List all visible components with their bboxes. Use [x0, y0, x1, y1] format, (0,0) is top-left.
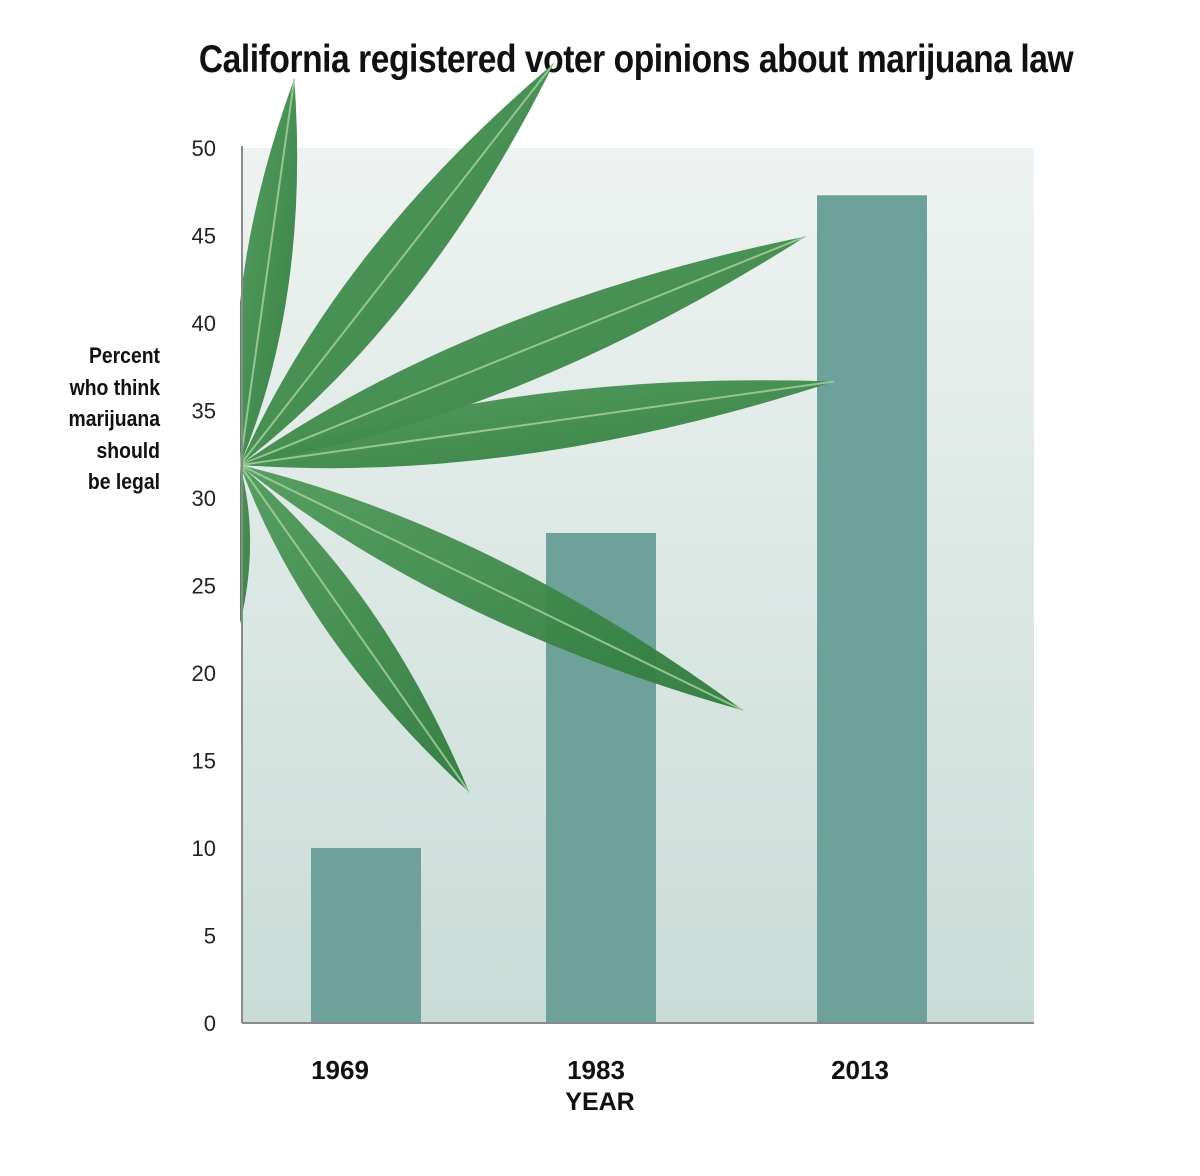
axes-layer — [241, 146, 1034, 1024]
x-category-label: 2013 — [831, 1055, 889, 1085]
y-tick-label: 5 — [204, 924, 216, 949]
y-tick-label: 50 — [192, 136, 216, 161]
x-category-labels: 1969 1983 2013 — [311, 1055, 889, 1085]
leaf-vein — [240, 464, 744, 712]
bar-1969 — [311, 848, 421, 1023]
y-tick-label: 20 — [192, 661, 216, 686]
bars-layer — [311, 195, 927, 1023]
y-tick-label: 35 — [192, 399, 216, 424]
x-category-label: 1969 — [311, 1055, 369, 1085]
y-tick-label: 15 — [192, 749, 216, 774]
leaf-blade — [154, 230, 240, 465]
leaf-vein — [240, 464, 471, 794]
leaf-vein — [240, 462, 241, 465]
leaf-vein — [240, 62, 555, 466]
bar-2013 — [817, 195, 927, 1023]
y-axis-label-line: should — [96, 437, 160, 463]
y-tick-label: 0 — [204, 1011, 216, 1036]
y-axis-label-line: Percent — [88, 343, 160, 368]
y-axis-label-line: who think — [69, 374, 160, 400]
y-axis-label: Percent who think marijuana should be le… — [37, 340, 160, 498]
leaf-vein — [240, 235, 806, 466]
chart-title: California registered voter opinions abo… — [198, 38, 1074, 81]
y-tick-label: 30 — [192, 486, 216, 511]
y-tick-label: 10 — [192, 836, 216, 861]
y-tick-label: 45 — [192, 224, 216, 249]
leaf-vein — [240, 380, 835, 466]
x-category-label: 1983 — [567, 1055, 625, 1085]
y-axis-label-line: be legal — [87, 469, 160, 494]
leaf-vein — [240, 78, 296, 466]
y-tick-label: 25 — [192, 574, 216, 599]
cannabis-leaf-image — [154, 62, 835, 794]
x-axis-label: YEAR — [565, 1088, 635, 1116]
y-tick-label: 40 — [192, 311, 216, 336]
y-axis-label-line: marijuana — [68, 406, 160, 431]
y-tick-labels: 0 5 10 15 20 25 30 35 40 45 50 — [192, 136, 216, 1036]
leaf-vein — [240, 465, 241, 477]
